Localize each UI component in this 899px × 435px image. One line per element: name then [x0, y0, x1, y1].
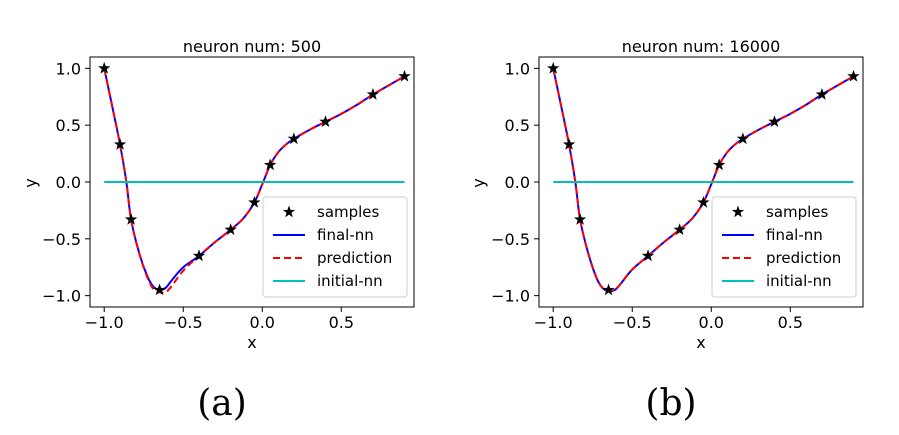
- y-tick-label: 1.0: [56, 59, 81, 78]
- sample-point: [124, 213, 138, 225]
- sample-point: [248, 195, 261, 208]
- sample-point: [319, 115, 332, 128]
- sample-point: [113, 138, 127, 150]
- sample-point: [153, 283, 166, 296]
- sample-point: [673, 223, 686, 235]
- panel-b-legend: samples final-nn prediction initial-nn: [711, 196, 857, 298]
- x-tick-label: 0.0: [250, 313, 275, 332]
- sample-point: [736, 132, 750, 145]
- panel-a-ylabel: y: [21, 178, 40, 187]
- y-tick-label: −0.5: [42, 230, 81, 249]
- x-tick-label: 0.5: [329, 313, 354, 332]
- sample-point: [768, 115, 781, 128]
- sample-point: [602, 283, 615, 296]
- x-tick-label: 0.5: [778, 313, 803, 332]
- legend-marker-samples: [282, 205, 296, 218]
- sample-point: [263, 158, 277, 171]
- panel-a-caption: (a): [197, 383, 247, 424]
- x-tick-label: −1.0: [534, 313, 573, 332]
- y-tick-label: −1.0: [42, 287, 81, 306]
- panel-a-title: neuron num: 500: [183, 37, 321, 56]
- panel-a-plot: −1.0 −0.5 0.0 0.5 1.0 0.5 0.0 −0.5 −1.0: [42, 56, 415, 332]
- sample-point: [847, 69, 860, 82]
- x-tick-label: −0.5: [164, 313, 203, 332]
- panel-b-xlabel: x: [696, 333, 705, 352]
- sample-point: [287, 132, 301, 145]
- legend-box: [262, 196, 408, 298]
- sample-point: [641, 249, 655, 262]
- sample-point: [562, 138, 576, 150]
- sample-point: [366, 88, 380, 100]
- x-tick-label: −0.5: [613, 313, 652, 332]
- legend-label-initial-nn: initial-nn: [317, 272, 383, 290]
- legend-label-prediction: prediction: [317, 249, 392, 267]
- panel-a: neuron num: 500 −1.0 −0.5 0.0 0.51.00.50.0−…: [21, 37, 415, 424]
- x-tick-label: −1.0: [85, 313, 124, 332]
- legend-label-final-nn: final-nn: [317, 226, 374, 244]
- sample-point: [398, 69, 411, 82]
- y-tick-label: 0.0: [56, 173, 81, 192]
- y-tick-label: −1.0: [491, 287, 530, 306]
- sample-point: [192, 249, 206, 262]
- y-tick-label: 0.5: [56, 116, 81, 135]
- sample-point: [98, 61, 111, 74]
- panel-b: neuron num: 16000 −1.0 −0.5 0.0 0.5 1.0 0.5 0.…: [469, 37, 864, 424]
- legend-marker-samples: [731, 205, 745, 218]
- legend-box: [711, 196, 857, 298]
- x-tick-label: 0.0: [699, 313, 724, 332]
- panel-b-title: neuron num: 16000: [622, 37, 781, 56]
- sample-point: [712, 158, 726, 171]
- y-tick-label: 0.0: [505, 173, 530, 192]
- legend-label-samples: samples: [766, 203, 829, 221]
- panel-b-ylabel: y: [469, 178, 488, 187]
- y-tick-label: 0.5: [505, 116, 530, 135]
- panel-b-plot: −1.0 −0.5 0.0 0.5 1.0 0.5 0.0 −0.5 −1.0: [491, 56, 864, 332]
- legend-label-initial-nn: initial-nn: [766, 272, 832, 290]
- sample-point: [547, 61, 560, 74]
- sample-point: [697, 195, 710, 208]
- legend-label-final-nn: final-nn: [766, 226, 823, 244]
- legend-label-prediction: prediction: [766, 249, 841, 267]
- series-line-prediction: [552, 68, 855, 293]
- panel-b-caption: (b): [645, 383, 696, 424]
- sample-point: [573, 213, 587, 225]
- y-tick-label: 1.0: [505, 59, 530, 78]
- panel-a-legend: samples final-nn prediction initial-nn: [262, 196, 408, 298]
- sample-point: [815, 88, 829, 100]
- sample-point: [224, 223, 237, 235]
- y-tick-label: −0.5: [491, 230, 530, 249]
- panel-a-xlabel: x: [247, 333, 256, 352]
- legend-label-samples: samples: [317, 203, 380, 221]
